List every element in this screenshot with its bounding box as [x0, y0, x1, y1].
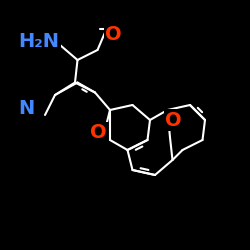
- Text: O: O: [166, 110, 182, 130]
- Text: N: N: [18, 99, 34, 118]
- Text: O: O: [106, 26, 122, 44]
- Text: H₂N: H₂N: [18, 32, 59, 51]
- Text: O: O: [90, 123, 107, 142]
